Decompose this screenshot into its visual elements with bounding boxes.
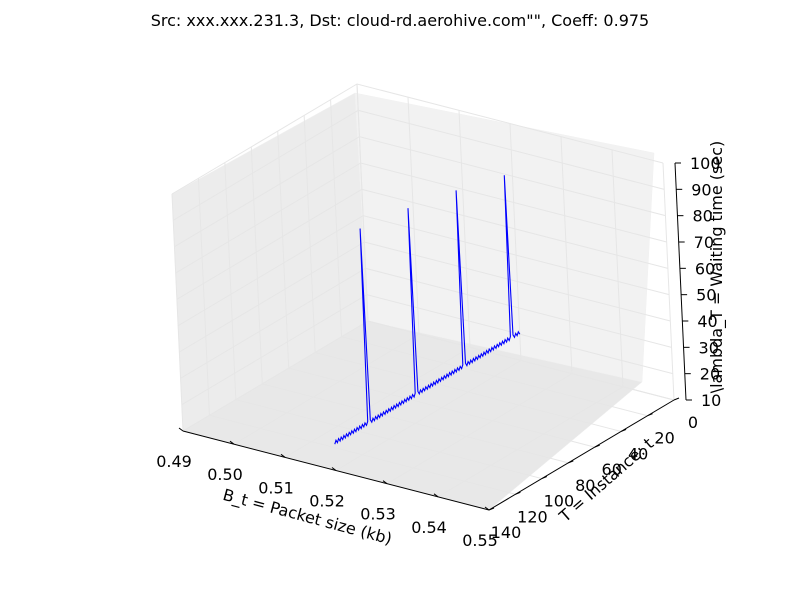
chart-title: Src: xxx.xxx.231.3, Dst: cloud-rd.aerohi…	[151, 11, 649, 30]
gridline-z-6	[175, 162, 667, 274]
z-tick-label-0: 10	[701, 391, 721, 410]
y-tick-5	[541, 476, 548, 480]
z-tick-label-1: 20	[700, 365, 720, 384]
x-tick-label-1: 0.50	[207, 465, 243, 484]
gridline-z-0	[182, 320, 675, 432]
x-tick-1	[229, 440, 235, 445]
z-tick-label-8: 90	[691, 180, 711, 199]
z-axis-line	[674, 162, 687, 401]
y-tick-label-1: 20	[654, 429, 674, 448]
gridline-z-7	[174, 136, 666, 248]
z-tick-label-6: 70	[694, 233, 714, 252]
spike-point-0	[503, 175, 505, 177]
z-tick-label-3: 40	[697, 312, 717, 331]
z-axis-label: \lambda_T = Waiting time (sec)	[707, 141, 727, 394]
gridline-z-2	[180, 267, 672, 379]
y-tick-label-6: 120	[517, 507, 548, 526]
gridline-z-3	[179, 241, 671, 353]
y-tick-label-0: 0	[688, 413, 698, 432]
y-tick-label-2: 40	[628, 444, 648, 463]
y-tick-label-7: 140	[491, 523, 522, 542]
y-tick-0	[673, 397, 680, 401]
spike-point-3	[359, 228, 361, 230]
y-tick-4	[568, 460, 574, 464]
y-tick-label-4: 80	[575, 476, 595, 495]
tick-layer: 0.490.500.510.520.530.540.55020406080100…	[156, 154, 721, 550]
gridline-z-8	[172, 109, 665, 221]
series-line-0	[334, 175, 521, 445]
y-tick-label-5: 100	[544, 492, 575, 511]
x-tick-5	[433, 493, 439, 498]
x-tick-4	[382, 480, 388, 485]
y-tick-3	[594, 444, 600, 448]
z-tick-label-9: 100	[690, 154, 721, 173]
x-tick-3	[331, 467, 337, 471]
spike-point-2	[407, 207, 409, 209]
x-tick-0	[178, 427, 184, 432]
y-tick-6	[515, 491, 521, 495]
gridline-z-1	[181, 294, 673, 406]
x-tick-label-3: 0.52	[309, 492, 345, 511]
series-layer	[334, 175, 521, 445]
spike-point-1	[455, 190, 457, 192]
x-tick-label-0: 0.49	[156, 452, 192, 471]
x-tick-6	[484, 506, 490, 511]
x-tick-label-4: 0.53	[360, 505, 396, 524]
x-tick-label-2: 0.51	[258, 478, 294, 497]
y-axis-label: T = Instance: t	[555, 434, 657, 527]
y-tick-7	[488, 507, 495, 511]
z-tick-label-2: 30	[699, 338, 719, 357]
z-tick-label-4: 50	[696, 286, 716, 305]
y-tick-2	[620, 428, 627, 432]
gridline-z-9	[171, 83, 664, 195]
x-tick-2	[280, 453, 286, 458]
x-tick-label-6: 0.55	[462, 531, 498, 550]
gridline-z-4	[177, 215, 670, 327]
x-tick-label-5: 0.54	[411, 518, 447, 537]
y-tick-label-3: 60	[602, 460, 622, 479]
z-tick-label-7: 80	[692, 207, 712, 226]
y-axis-line	[488, 399, 675, 511]
gridline-z-5	[176, 188, 669, 300]
z-tick-label-5: 60	[695, 259, 715, 278]
y-tick-1	[647, 413, 653, 417]
